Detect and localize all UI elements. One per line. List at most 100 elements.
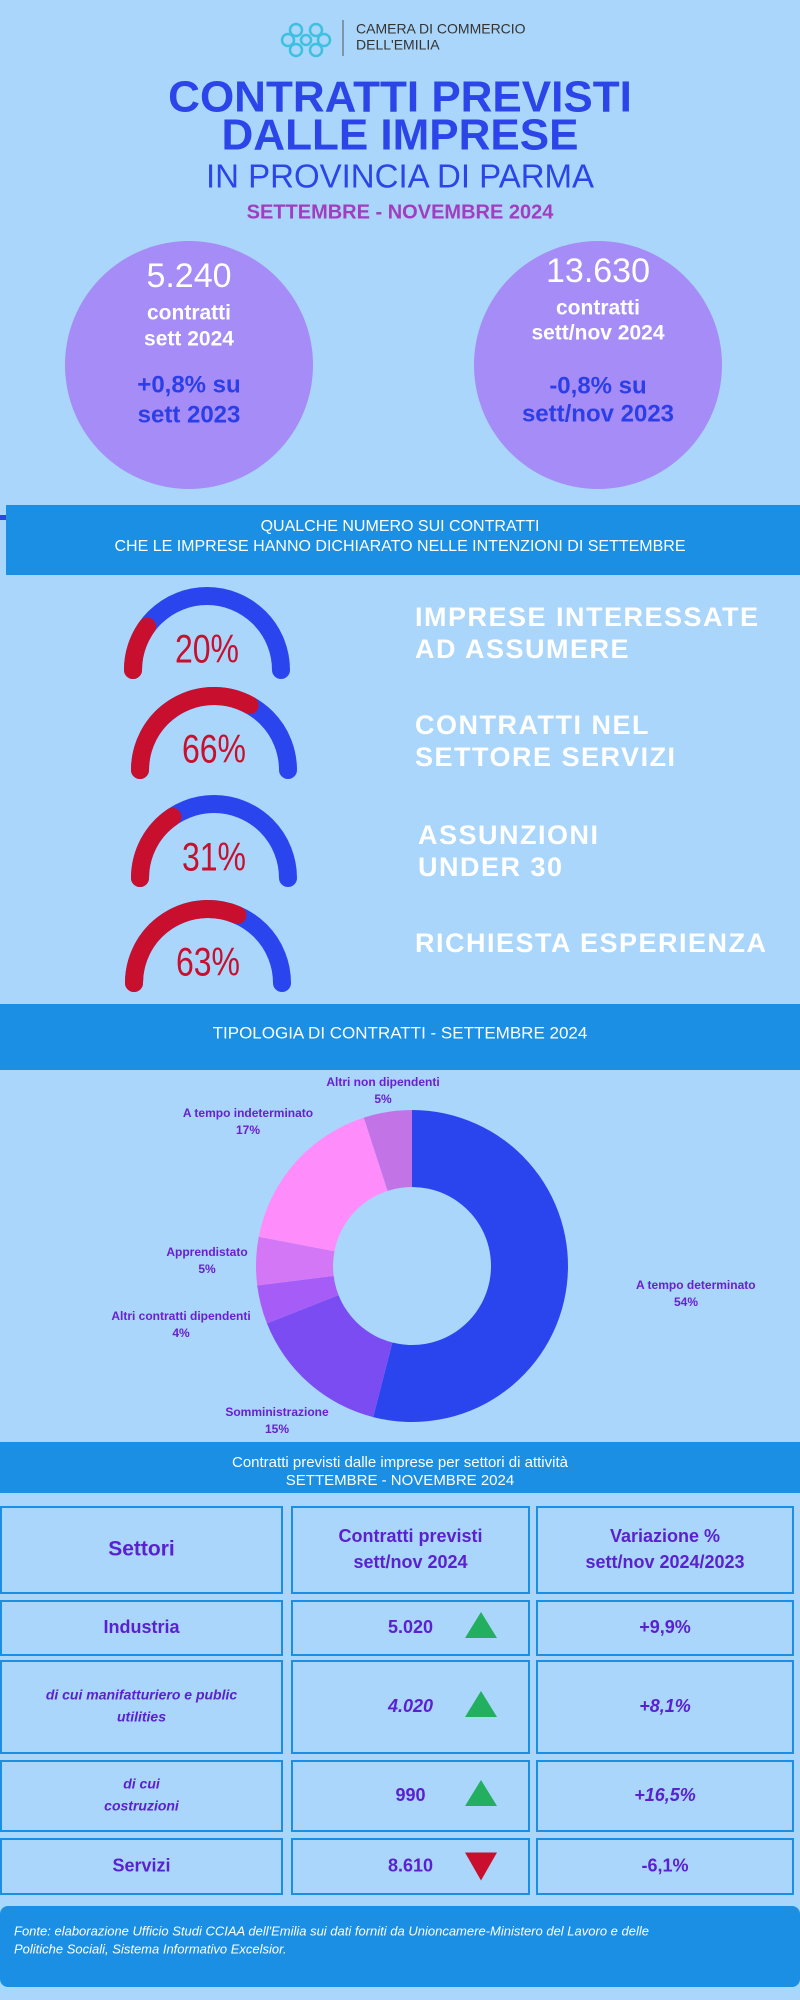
- donut-slice: [266, 1295, 393, 1418]
- slice-label: A tempo determinato: [636, 1278, 756, 1292]
- table-header: Settori: [108, 1538, 175, 1561]
- slice-label: Altri contratti dipendenti: [111, 1309, 250, 1323]
- donut-slice: [258, 1117, 388, 1252]
- section-band: [6, 505, 800, 575]
- sector-value: 5.020: [388, 1617, 433, 1637]
- logo: [280, 22, 332, 58]
- gauge-value: 66%: [182, 726, 246, 771]
- gauge-fill: [131, 807, 182, 887]
- title: DALLE IMPRESE: [222, 111, 579, 160]
- table-cell: [536, 1838, 794, 1895]
- sector-value: 4.020: [387, 1696, 433, 1716]
- gauge-label: AD ASSUMERE: [415, 634, 630, 664]
- highlight-value: 5.240: [146, 257, 231, 295]
- donut-slice: [363, 1110, 412, 1191]
- table-cell: [536, 1506, 794, 1594]
- footer-box: [0, 1906, 800, 1987]
- highlight-label: contratti: [147, 302, 231, 325]
- gauge-fill: [131, 687, 259, 779]
- table-cell: [291, 1760, 530, 1832]
- table-cell: [0, 1600, 283, 1656]
- highlight-label: sett 2024: [144, 328, 234, 351]
- sector-change: +8,1%: [639, 1696, 691, 1716]
- section-heading: QUALCHE NUMERO SUI CONTRATTI: [261, 518, 540, 535]
- table-title: SETTEMBRE - NOVEMBRE 2024: [286, 1472, 514, 1489]
- section-band: [0, 1442, 800, 1493]
- section-band: [0, 1004, 800, 1070]
- donut-slice: [256, 1236, 335, 1286]
- gauge-label: IMPRESE INTERESSATE: [415, 602, 760, 632]
- subtitle: IN PROVINCIA DI PARMA: [206, 158, 594, 195]
- sector-change: +16,5%: [634, 1785, 696, 1805]
- chart-title: TIPOLOGIA DI CONTRATTI - SETTEMBRE 2024: [213, 1023, 588, 1042]
- highlight-label: sett/nov 2024: [531, 322, 664, 345]
- gauge-value: 31%: [182, 834, 246, 879]
- footer-text: Politiche Sociali, Sistema Informativo E…: [14, 1941, 287, 1956]
- table-header: sett/nov 2024: [353, 1552, 467, 1572]
- trend-up: [465, 1612, 497, 1638]
- trend-down: [465, 1852, 497, 1881]
- table-cell: [536, 1600, 794, 1656]
- slice-value: 4%: [172, 1326, 190, 1340]
- trend-up: [465, 1691, 497, 1717]
- sector-name: Industria: [103, 1617, 180, 1637]
- gauge-fill: [125, 900, 247, 992]
- sector-name: utilities: [117, 1709, 166, 1725]
- slice-label: Altri non dipendenti: [326, 1075, 439, 1089]
- highlight-value: 13.630: [546, 252, 650, 290]
- table-cell: [291, 1660, 530, 1754]
- highlight-change: -0,8% su: [549, 372, 646, 399]
- slice-value: 17%: [236, 1123, 260, 1137]
- gauge-label: ASSUNZIONI: [418, 820, 600, 850]
- highlight-change: +0,8% su: [137, 371, 240, 398]
- footer-text: Fonte: elaborazione Ufficio Studi CCIAA …: [14, 1923, 649, 1938]
- donut-slice: [373, 1110, 568, 1422]
- title: CONTRATTI PREVISTI: [168, 73, 632, 122]
- highlight-change: sett 2023: [138, 401, 241, 428]
- highlight-change: sett/nov 2023: [522, 400, 674, 427]
- sector-name: di cui manifatturiero e public: [46, 1687, 238, 1703]
- gauge-value: 20%: [175, 626, 239, 671]
- table-cell: [536, 1660, 794, 1754]
- slice-label: Somministrazione: [225, 1405, 329, 1419]
- donut-slice: [257, 1275, 339, 1324]
- table-cell: [0, 1660, 283, 1754]
- table-cell: [536, 1760, 794, 1832]
- trend-up: [465, 1780, 497, 1806]
- sector-change: +9,9%: [639, 1617, 691, 1637]
- band-accent: [0, 515, 6, 520]
- highlight-circle: [474, 241, 722, 489]
- table-cell: [0, 1506, 283, 1594]
- table-cell: [0, 1838, 283, 1895]
- table-cell: [0, 1760, 283, 1832]
- gauge-value: 63%: [176, 939, 240, 984]
- gauge-label: UNDER 30: [418, 852, 564, 882]
- sector-change: -6,1%: [641, 1855, 688, 1875]
- slice-value: 5%: [198, 1262, 216, 1276]
- sector-value: 8.610: [388, 1855, 433, 1875]
- highlight-circle: [65, 241, 313, 489]
- gauge-fill: [124, 617, 157, 679]
- gauge-label: CONTRATTI NEL: [415, 710, 650, 740]
- highlight-label: contratti: [556, 297, 640, 320]
- org-name: DELL'EMILIA: [356, 37, 440, 53]
- table-header: sett/nov 2024/2023: [585, 1552, 744, 1572]
- table-header: Variazione %: [610, 1526, 720, 1546]
- sector-name: di cui: [123, 1776, 161, 1792]
- org-name: CAMERA DI COMMERCIO: [356, 21, 526, 37]
- table-cell: [291, 1600, 530, 1656]
- slice-value: 5%: [374, 1092, 392, 1106]
- gauge-label: SETTORE SERVIZI: [415, 742, 677, 772]
- slice-label: A tempo indeterminato: [183, 1106, 313, 1120]
- table-cell: [291, 1506, 530, 1594]
- period: SETTEMBRE - NOVEMBRE 2024: [247, 201, 555, 223]
- slice-value: 15%: [265, 1422, 289, 1436]
- table-title: Contratti previsti dalle imprese per set…: [232, 1454, 569, 1471]
- sector-name: Servizi: [112, 1855, 170, 1875]
- table-cell: [291, 1838, 530, 1895]
- gauge-label: RICHIESTA ESPERIENZA: [415, 928, 768, 958]
- slice-label: Apprendistato: [166, 1245, 247, 1259]
- sector-value: 990: [395, 1785, 425, 1805]
- slice-value: 54%: [674, 1295, 698, 1309]
